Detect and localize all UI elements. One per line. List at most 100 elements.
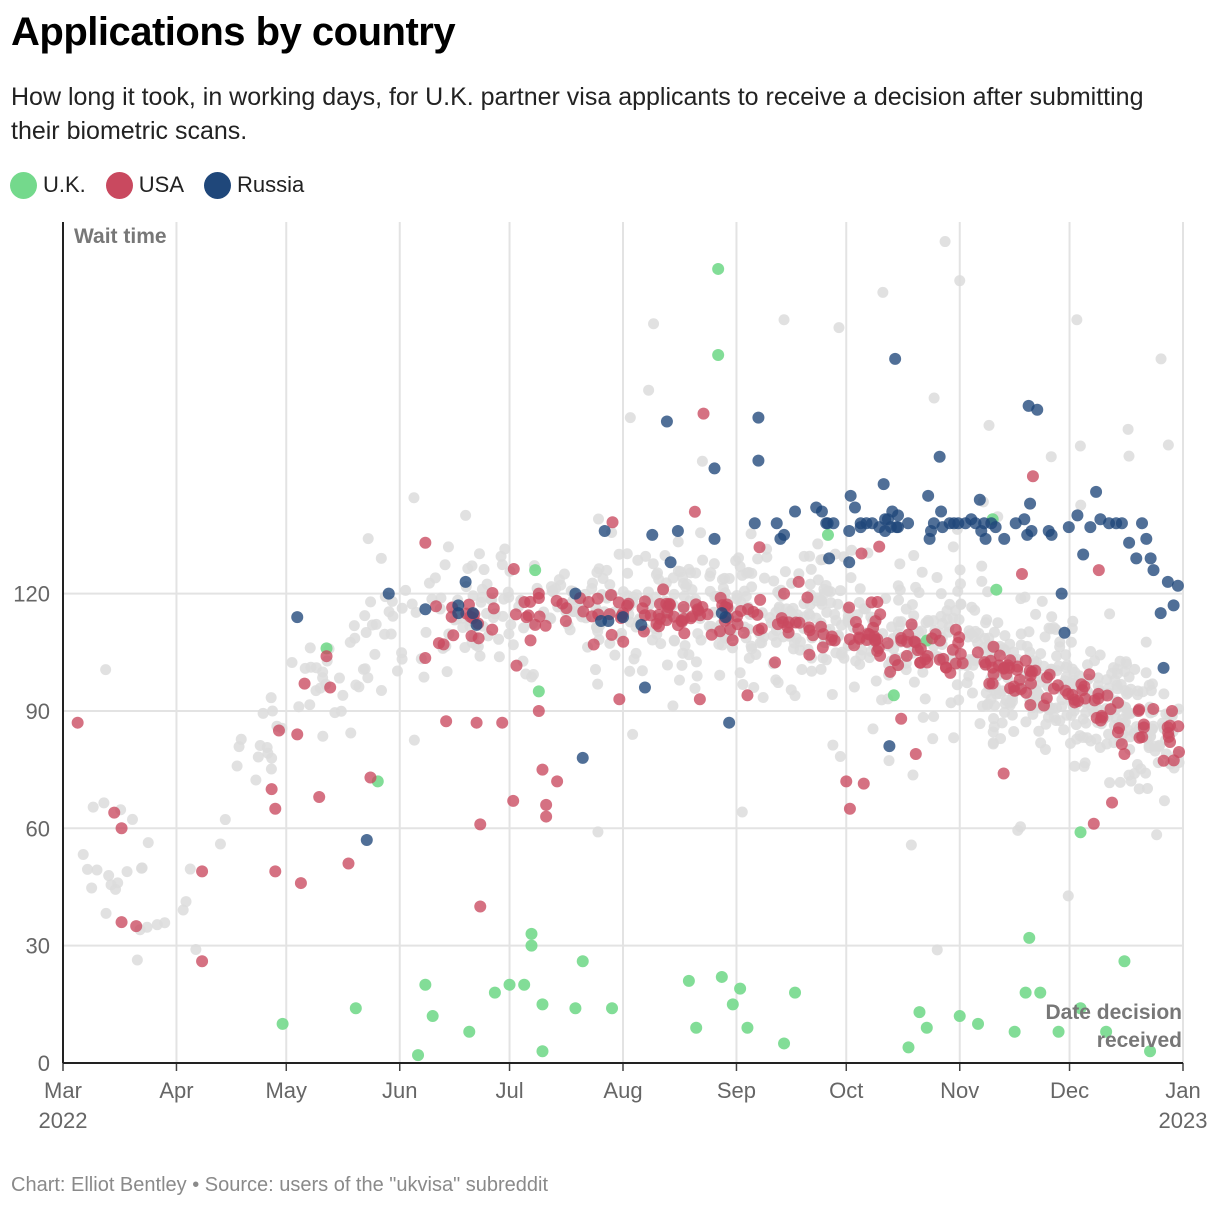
legend-swatch-russia [204, 171, 232, 199]
data-point-uk [1118, 955, 1131, 968]
legend-swatch-usa [105, 171, 133, 199]
data-point-other [527, 669, 539, 681]
data-point-other [988, 721, 1000, 733]
data-point-other [627, 728, 639, 740]
data-point-other [141, 921, 153, 933]
data-point-other [734, 561, 746, 573]
legend-item-usa[interactable]: USA [105, 171, 184, 199]
data-point-usa [983, 677, 996, 690]
data-point-usa [677, 601, 690, 614]
data-point-other [708, 558, 720, 570]
data-point-usa [613, 693, 626, 706]
data-point-russia [1171, 579, 1184, 592]
data-point-russia [752, 454, 765, 467]
data-point-other [317, 672, 329, 684]
data-point-other [761, 551, 773, 563]
data-point-usa [1166, 704, 1179, 717]
data-point-usa [657, 583, 670, 596]
data-point-other [995, 733, 1007, 745]
data-point-usa [987, 640, 1000, 653]
data-point-other [908, 676, 920, 688]
data-point-usa [1092, 692, 1105, 705]
data-point-usa [793, 616, 806, 629]
data-point-other [1060, 649, 1072, 661]
data-point-other [1033, 725, 1045, 737]
data-point-russia [1167, 599, 1180, 612]
data-point-other [1012, 824, 1024, 836]
data-point-other [892, 580, 904, 592]
data-point-usa [509, 608, 522, 621]
data-point-other [667, 572, 679, 584]
data-point-usa [1111, 726, 1124, 739]
data-point-usa [496, 716, 509, 729]
data-point-other [892, 616, 904, 628]
data-point-russia [1161, 575, 1174, 588]
data-point-usa [1137, 721, 1150, 734]
data-point-usa [721, 598, 734, 611]
data-point-other [499, 543, 511, 555]
data-point-other [408, 734, 420, 746]
data-point-other [396, 647, 408, 659]
data-point-russia [854, 517, 867, 530]
data-point-other [1036, 595, 1048, 607]
data-point-other [100, 907, 112, 919]
data-point-usa [474, 818, 487, 831]
data-point-usa [556, 597, 569, 610]
data-point-russia [1136, 517, 1149, 530]
data-point-other [396, 602, 408, 614]
data-point-other [917, 666, 929, 678]
data-point-other [357, 663, 369, 675]
data-point-usa [753, 541, 766, 554]
data-point-other [151, 919, 163, 931]
data-point-other [652, 567, 664, 579]
data-point-russia [1140, 532, 1153, 545]
data-point-usa [892, 659, 905, 672]
x-tick-label: Aug [603, 1078, 642, 1103]
data-point-other [1082, 659, 1094, 671]
data-point-other [362, 672, 374, 684]
data-point-uk [503, 978, 516, 991]
data-point-other [787, 602, 799, 614]
data-point-other [365, 596, 377, 608]
data-point-usa [1092, 564, 1105, 577]
data-point-other [1120, 656, 1132, 668]
data-point-usa [971, 646, 984, 659]
data-point-usa [1037, 699, 1050, 712]
data-point-russia [466, 607, 479, 620]
data-point-other [472, 641, 484, 653]
points-russia [291, 352, 1184, 847]
data-point-usa [429, 600, 442, 613]
data-point-other [1006, 695, 1018, 707]
data-point-usa [605, 628, 618, 641]
data-point-other [383, 606, 395, 618]
data-point-uk [412, 1049, 425, 1062]
data-point-other [908, 550, 920, 562]
data-point-other [746, 643, 758, 655]
data-point-russia [973, 493, 986, 506]
data-point-other [314, 682, 326, 694]
data-point-other [1069, 666, 1081, 678]
data-point-other [692, 628, 704, 640]
data-point-other [252, 751, 264, 763]
data-point-other [624, 665, 636, 677]
legend-item-uk[interactable]: U.K. [10, 171, 86, 199]
x-tick-label: Jul [495, 1078, 523, 1103]
data-point-other [931, 571, 943, 583]
data-point-other [621, 548, 633, 560]
data-point-other [214, 838, 226, 850]
data-point-usa [71, 716, 84, 729]
data-point-other [304, 699, 316, 711]
data-point-usa [873, 540, 886, 553]
data-point-other [916, 625, 928, 637]
data-point-other [1071, 314, 1083, 326]
data-point-usa [1147, 702, 1160, 715]
data-point-russia [382, 587, 395, 600]
data-point-russia [1154, 607, 1167, 620]
data-point-other [420, 626, 432, 638]
y-tick-label: 0 [38, 1051, 50, 1076]
data-point-russia [1157, 661, 1170, 674]
data-point-other [805, 563, 817, 575]
data-point-russia [595, 614, 608, 627]
data-point-other [375, 552, 387, 564]
legend-item-russia[interactable]: Russia [204, 171, 304, 199]
